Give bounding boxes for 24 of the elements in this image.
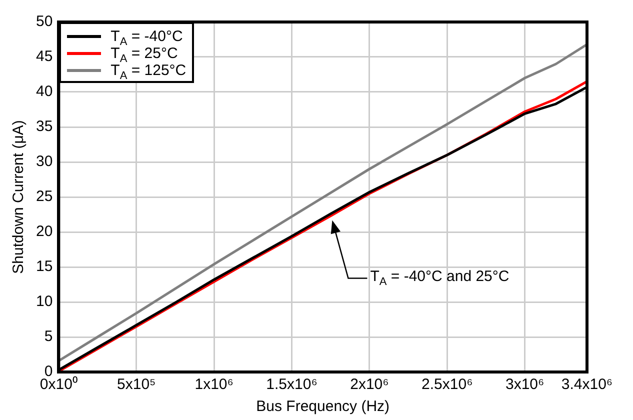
x-tick-label: 1.5x10⁶ [266, 376, 318, 394]
y-tick-label: 45 [36, 48, 53, 66]
x-tick-label: 2x10⁶ [350, 376, 389, 394]
x-tick-label: 0x10⁰ [40, 376, 78, 394]
y-tick-label: 25 [36, 188, 53, 206]
y-tick-label: 15 [36, 258, 53, 276]
x-axis-title: Bus Frequency (Hz) [256, 398, 390, 416]
y-tick-label: 5 [44, 328, 53, 346]
y-tick-label: 35 [36, 118, 53, 136]
x-tick-label: 5x10⁵ [117, 376, 156, 394]
x-tick-label: 2.5x10⁶ [422, 376, 473, 394]
x-tick-label: 1x10⁶ [194, 376, 234, 394]
annotation: T$_{A}$ = -40°C and 25°C [370, 268, 510, 288]
y-tick-label: 10 [36, 293, 53, 310]
y-axis-title: Shutdown Current (μA) [10, 120, 28, 274]
y-tick-label: 40 [36, 83, 53, 100]
y-tick-label: 20 [36, 223, 53, 240]
y-tick-label: 50 [36, 13, 53, 30]
legend-label: T$_{A}$ = 125°C [110, 62, 186, 82]
x-tick-label: 3x10⁶ [505, 376, 544, 394]
legend-label: T$_{A}$ = 25°C [110, 45, 178, 65]
legend-label: T$_{A}$ = -40°C [110, 28, 183, 48]
y-tick-label: 30 [36, 153, 53, 170]
x-tick-label: 3.4x10⁶ [561, 376, 613, 394]
